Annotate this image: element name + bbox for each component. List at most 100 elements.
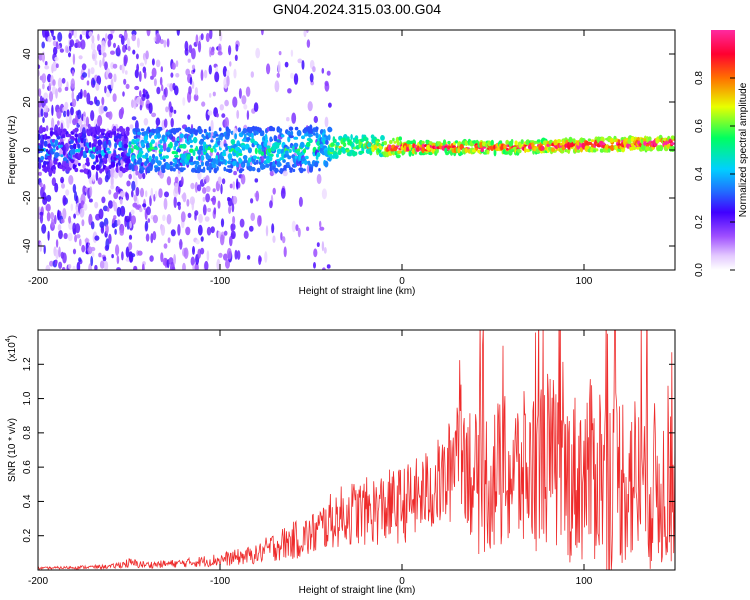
spectrogram-cell xyxy=(153,78,157,87)
spectrogram-cell xyxy=(60,176,65,184)
spectrogram-cell xyxy=(49,127,54,131)
spectrogram-cell xyxy=(110,175,114,188)
spectrogram-cell xyxy=(51,218,55,228)
spectrogram-cell xyxy=(286,146,290,150)
spectrogram-cell xyxy=(152,214,158,224)
spectrogram-cell xyxy=(297,58,303,64)
spectrogram-cell xyxy=(110,78,114,90)
spectrogram-cell xyxy=(79,34,83,41)
spectrogram-cell xyxy=(171,62,176,70)
spectrogram-cell xyxy=(79,169,85,173)
colorbar-tick-label: 0.2 xyxy=(694,215,705,229)
spectrogram-cell xyxy=(324,160,329,168)
spectrogram-cell xyxy=(294,126,299,131)
spectrogram-cell xyxy=(328,102,332,108)
spectrogram-cell xyxy=(276,148,282,155)
spectrogram-cell xyxy=(176,30,180,36)
spectrogram-cell xyxy=(421,140,425,145)
spectrogram-cell xyxy=(40,155,45,161)
spectrogram-cell xyxy=(142,172,146,180)
spectrogram-cell xyxy=(180,211,186,223)
spectrogram-cell xyxy=(122,44,127,53)
spectrogram-cell xyxy=(121,63,125,74)
spectrogram-cell xyxy=(319,226,325,231)
spectrogram-cell xyxy=(195,239,200,245)
spectrogram-cell xyxy=(163,39,167,48)
spectrogram-cell xyxy=(116,219,121,226)
spectrogram-cell xyxy=(224,99,229,107)
spectrogram-cell xyxy=(234,133,238,140)
spectrogram-cell xyxy=(123,143,128,149)
snr-scale-close: ) xyxy=(7,335,18,338)
spectrogram-cell xyxy=(198,213,203,224)
spectrogram-cell xyxy=(124,70,128,75)
spectrogram-cell xyxy=(505,139,510,145)
spectrogram-cell xyxy=(254,178,259,183)
spectrogram-cell xyxy=(464,140,468,147)
spectrogram-cell xyxy=(177,224,181,236)
spectrogram-cell xyxy=(271,127,276,132)
spectrogram-cell xyxy=(286,164,291,168)
spectrogram-cell xyxy=(432,145,436,150)
spectrogram-cell xyxy=(68,215,72,224)
spectrogram-cell xyxy=(164,136,168,142)
spectrogram-cell xyxy=(321,188,327,200)
spectrogram-cell xyxy=(105,224,109,234)
spectrogram-cell xyxy=(388,140,393,144)
spectrogram-cell xyxy=(198,140,204,146)
spectrogram-cell xyxy=(181,153,186,160)
spectrogram-cell xyxy=(174,182,179,194)
spectrogram-cell xyxy=(61,134,66,139)
y-tick-label: -40 xyxy=(22,238,33,253)
spectrogram-cell xyxy=(83,89,87,98)
spectrogram-cell xyxy=(151,112,157,118)
spectrogram-cell xyxy=(194,181,198,193)
spectrogram-cell xyxy=(242,128,247,134)
spectrogram-cell xyxy=(255,159,259,165)
spectrogram-cell xyxy=(259,215,262,226)
spectrogram-cell xyxy=(261,30,264,36)
spectrogram-cell xyxy=(226,132,230,137)
spectrogram-cell xyxy=(189,196,195,206)
spectrogram-cell xyxy=(209,30,213,40)
spectrogram-cell xyxy=(99,221,105,229)
spectrogram-cell xyxy=(71,98,77,108)
spectrogram-cell xyxy=(139,90,142,98)
spectrogram-cell xyxy=(146,206,151,216)
spectrogram-cell xyxy=(59,48,64,53)
spectrogram-cell xyxy=(210,226,215,234)
spectrogram-cell xyxy=(206,250,210,262)
spectrogram-cell xyxy=(524,147,527,153)
spectrogram-cell xyxy=(126,130,130,136)
spectrogram-cell xyxy=(129,220,132,229)
spectrogram-cell xyxy=(48,82,52,92)
spectrogram-cell xyxy=(98,153,102,159)
spectrogram-cell xyxy=(62,110,67,118)
colorbar-axis: 0.0 0.2 0.4 0.6 0.8 xyxy=(694,71,735,277)
spectrogram-cell xyxy=(261,164,266,170)
snr-scale-label: (x10 xyxy=(7,342,18,362)
spectrogram-cell xyxy=(217,137,221,141)
spectrogram-cell xyxy=(208,64,212,75)
spectrogram-cell xyxy=(135,138,140,142)
spectrogram-cell xyxy=(303,148,307,154)
spectrogram-cell xyxy=(125,192,130,201)
spectrogram-cell xyxy=(73,30,77,39)
spectrogram-cell xyxy=(337,150,341,155)
spectrogram-cell xyxy=(216,166,219,171)
spectrogram-cell xyxy=(355,137,359,145)
spectrogram-cell xyxy=(181,167,186,171)
spectrogram-cell xyxy=(169,161,173,166)
spectrogram-cell xyxy=(220,183,223,195)
spectrogram-cell xyxy=(167,237,171,244)
spectrogram-cell xyxy=(133,265,138,270)
spectrogram-cell xyxy=(252,155,258,160)
spectrogram-cell xyxy=(57,120,60,126)
spectrogram-cell xyxy=(44,61,48,66)
spectrogram-cell xyxy=(316,173,322,185)
spectrogram-cell xyxy=(211,163,217,169)
spectrogram-cell xyxy=(204,216,210,222)
spectrogram-cell xyxy=(42,147,47,152)
spectrogram-cell xyxy=(165,163,171,169)
spectrogram-cell xyxy=(170,72,174,78)
